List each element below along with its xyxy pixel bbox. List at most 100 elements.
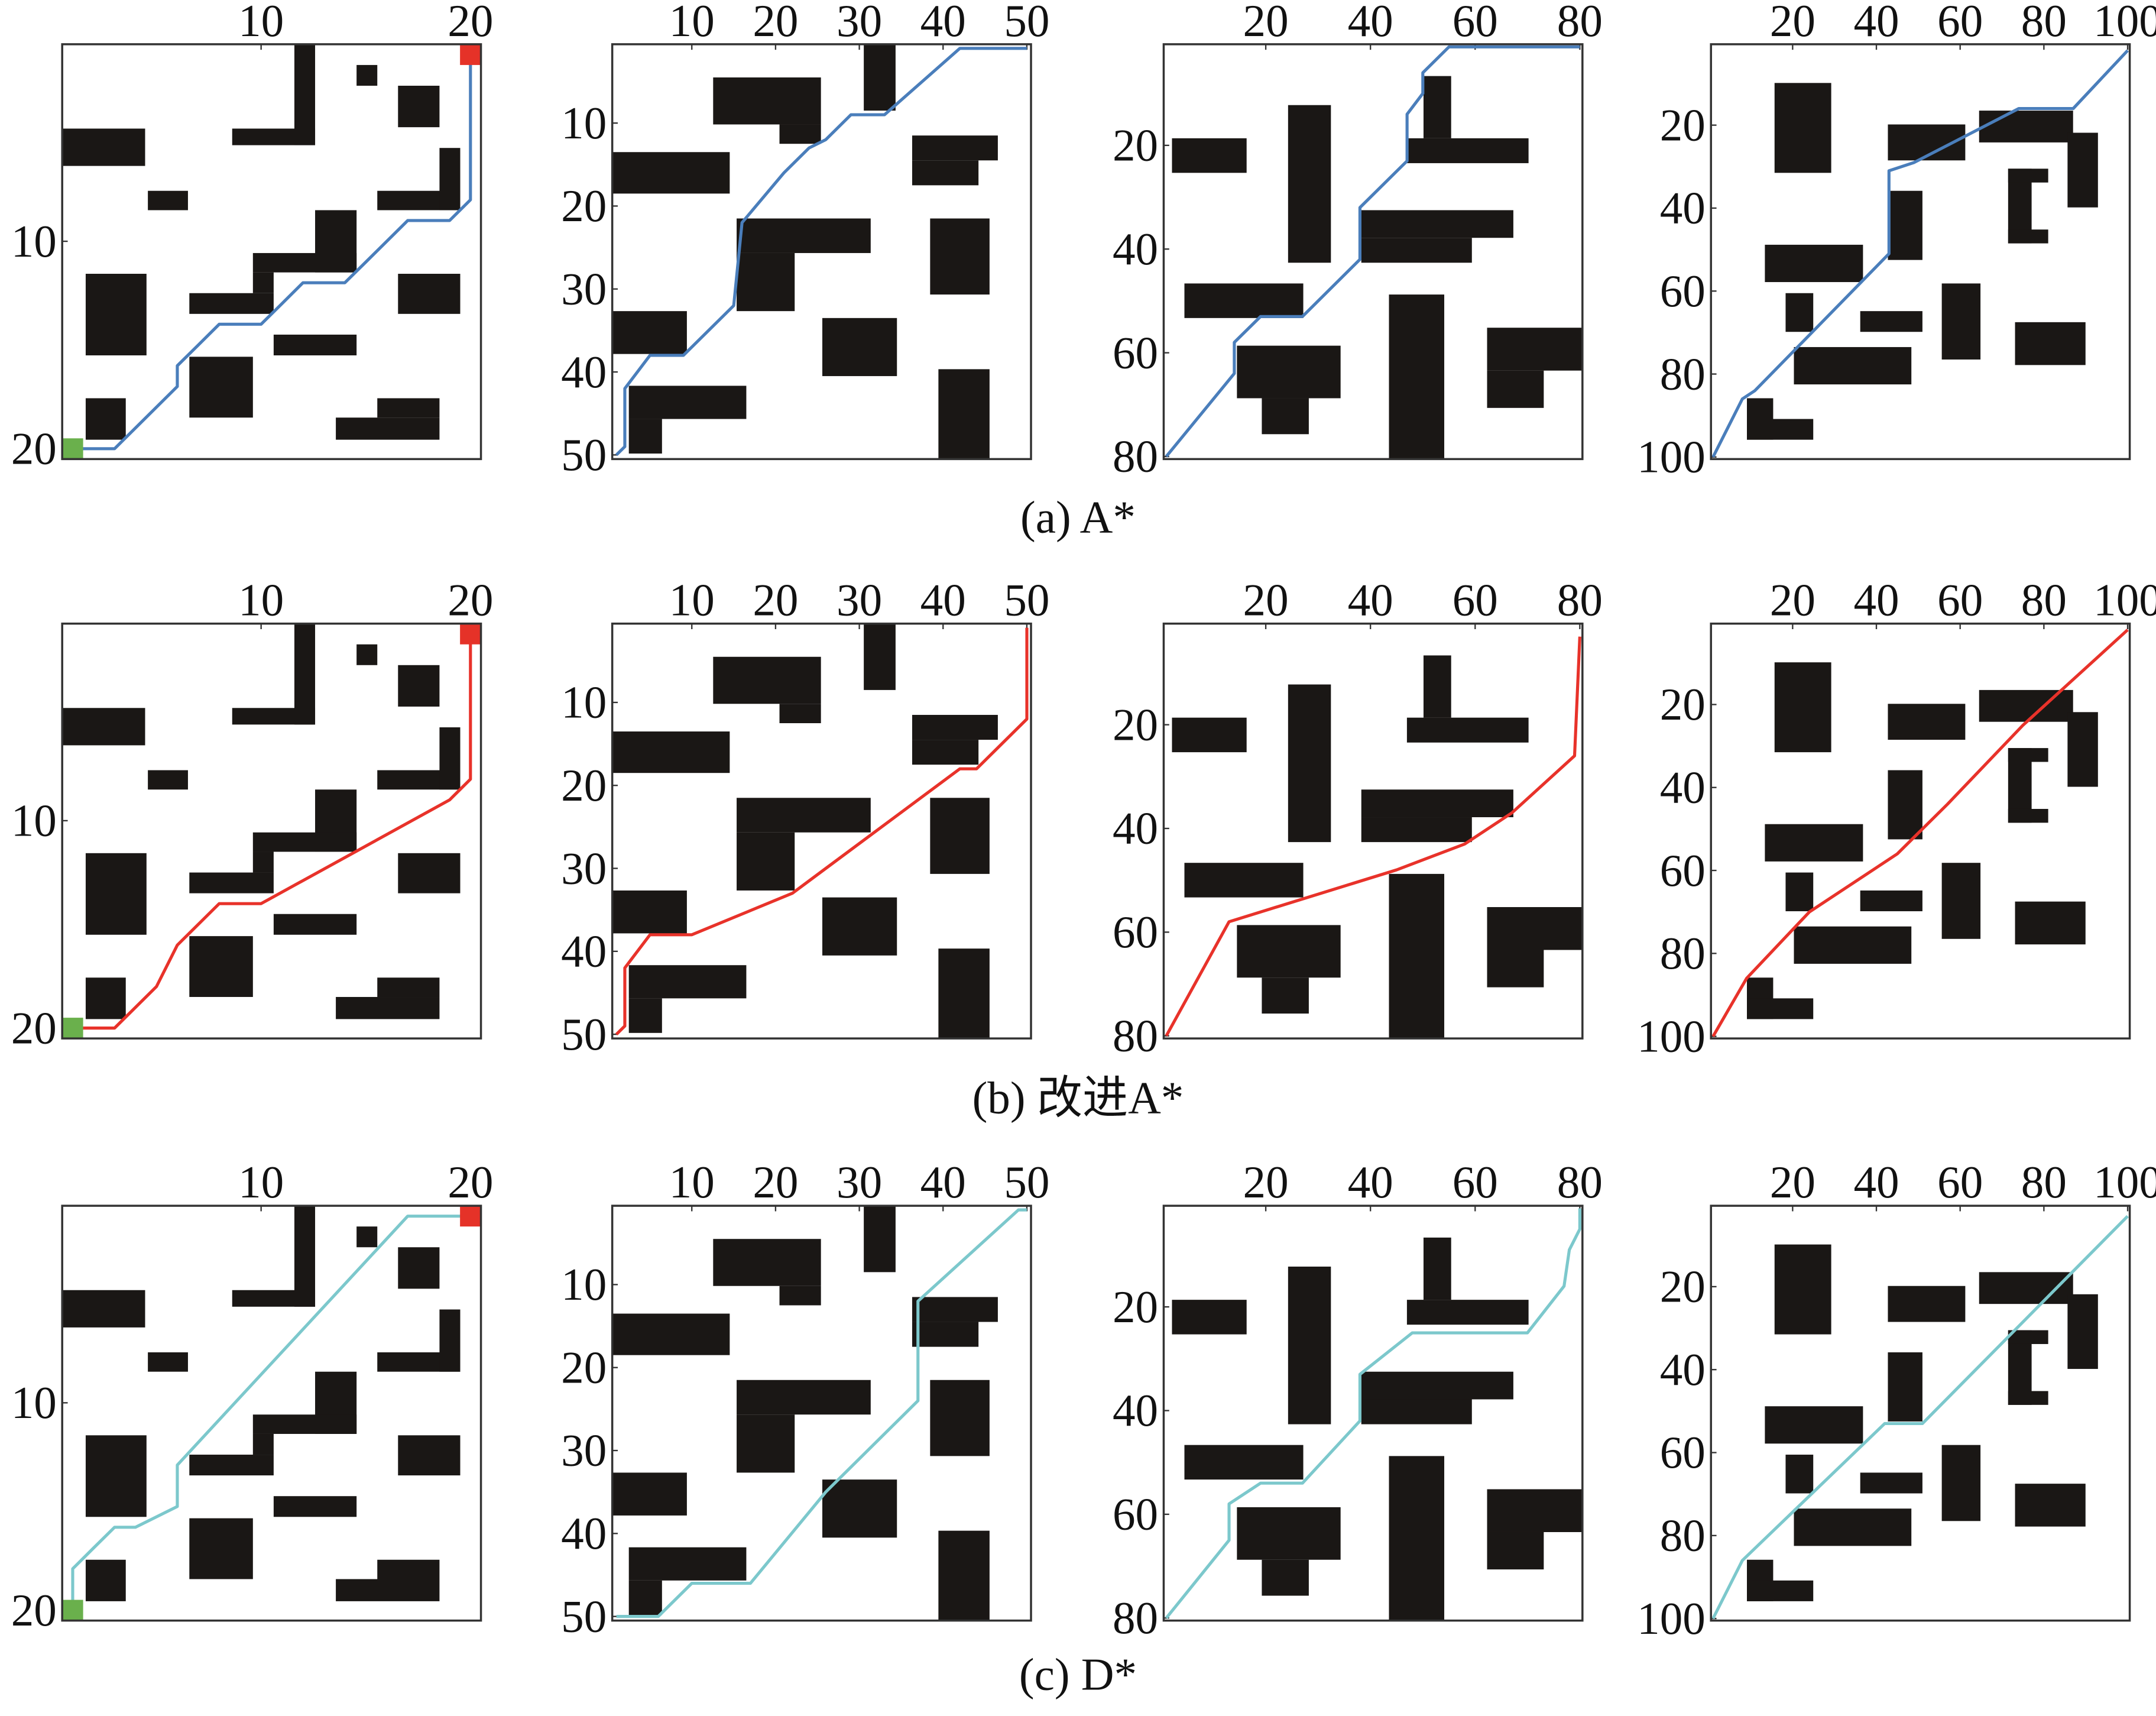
y-tick-label: 50 [561, 429, 607, 480]
x-tick-label: 60 [1937, 0, 1983, 46]
x-tick-label: 20 [1770, 0, 1815, 46]
x-tick-label: 60 [1937, 1157, 1983, 1207]
path-line [615, 47, 1027, 456]
x-tick-label: 20 [753, 1157, 798, 1207]
x-tick-label: 40 [920, 1157, 966, 1207]
x-tick-label: 40 [920, 575, 966, 626]
path-line [72, 634, 472, 1030]
panel-frame [1162, 1205, 1584, 1622]
y-tick-label: 80 [1113, 431, 1158, 482]
x-tick-label: 60 [1453, 575, 1498, 626]
x-tick-label: 20 [448, 0, 493, 46]
x-tick-label: 40 [1348, 1157, 1393, 1207]
y-tick-label: 80 [1113, 1592, 1158, 1643]
x-tick-label: 60 [1453, 0, 1498, 46]
y-tick-label: 20 [561, 760, 607, 811]
y-tick-label: 20 [1660, 99, 1706, 150]
x-tick-label: 40 [1348, 0, 1393, 46]
y-tick-label: 20 [11, 1585, 57, 1636]
y-tick-label: 60 [1660, 266, 1706, 316]
path-line [1711, 1215, 2129, 1620]
x-tick-label: 100 [2093, 575, 2156, 626]
goal-marker [460, 1206, 481, 1227]
y-tick-label: 80 [1113, 1010, 1158, 1061]
x-tick-label: 80 [2021, 1157, 2067, 1207]
y-tick-label: 100 [1637, 1011, 1706, 1061]
panel-frame [61, 43, 482, 461]
x-tick-label: 10 [669, 575, 715, 626]
x-tick-label: 20 [448, 575, 493, 626]
y-tick-label: 20 [11, 1002, 57, 1053]
panel-frame [1162, 622, 1584, 1040]
path-line [1165, 636, 1581, 1037]
x-tick-label: 40 [1853, 1157, 1899, 1207]
y-tick-label: 30 [561, 843, 607, 893]
x-tick-label: 30 [837, 1157, 882, 1207]
path-line [71, 1215, 471, 1611]
x-tick-label: 100 [2093, 1157, 2156, 1207]
y-tick-label: 10 [561, 98, 607, 148]
y-tick-label: 100 [1637, 432, 1706, 483]
x-tick-label: 50 [1004, 0, 1049, 46]
path-line [1165, 45, 1580, 458]
start-marker [62, 1018, 83, 1039]
path-line [1165, 1208, 1581, 1619]
y-tick-label: 20 [1660, 679, 1706, 730]
y-tick-label: 40 [1660, 1344, 1706, 1395]
x-tick-label: 40 [1853, 0, 1899, 46]
y-tick-label: 80 [1660, 1510, 1706, 1561]
x-tick-label: 60 [1453, 1157, 1498, 1207]
y-tick-label: 60 [1660, 1427, 1706, 1478]
x-tick-label: 100 [2093, 0, 2156, 46]
y-tick-label: 40 [1113, 224, 1158, 274]
panel-frame [61, 1205, 482, 1622]
panel-frame [1710, 43, 2131, 461]
y-tick-label: 40 [1660, 762, 1706, 812]
y-tick-label: 20 [1113, 699, 1158, 750]
y-tick-label: 10 [11, 1377, 57, 1428]
x-tick-label: 80 [2021, 575, 2067, 626]
x-tick-label: 40 [1348, 575, 1393, 626]
goal-marker [460, 623, 481, 645]
y-tick-label: 50 [561, 1009, 607, 1060]
y-tick-label: 20 [11, 423, 57, 474]
y-tick-label: 60 [1113, 1489, 1158, 1540]
y-tick-label: 40 [561, 926, 607, 977]
path-line [616, 1208, 1027, 1618]
panel-frame [611, 1205, 1032, 1622]
y-tick-label: 40 [1113, 1385, 1158, 1436]
x-tick-label: 60 [1937, 575, 1983, 626]
x-tick-label: 20 [1243, 0, 1289, 46]
start-marker [62, 1600, 83, 1621]
x-tick-label: 10 [669, 0, 715, 46]
x-tick-label: 20 [753, 575, 798, 626]
y-tick-label: 20 [1113, 120, 1158, 171]
y-tick-label: 20 [561, 1342, 607, 1393]
start-marker [62, 438, 83, 459]
path-line [1711, 49, 2129, 458]
x-tick-label: 20 [753, 0, 798, 46]
x-tick-label: 20 [1770, 575, 1815, 626]
x-tick-label: 10 [238, 575, 284, 626]
caption: (c) D* [1019, 1649, 1137, 1700]
x-tick-label: 40 [1853, 575, 1899, 626]
y-tick-label: 10 [561, 677, 607, 728]
path-line [615, 627, 1029, 1035]
y-tick-label: 60 [1113, 906, 1158, 957]
goal-marker [460, 44, 481, 65]
y-tick-label: 10 [561, 1259, 607, 1310]
y-tick-label: 20 [1113, 1281, 1158, 1332]
panel-frame [1710, 622, 2131, 1040]
x-tick-label: 80 [1557, 575, 1603, 626]
y-tick-label: 80 [1660, 928, 1706, 979]
panel-frame [1162, 43, 1584, 461]
y-tick-label: 80 [1660, 348, 1706, 399]
x-tick-label: 50 [1004, 1157, 1049, 1207]
y-tick-label: 30 [561, 263, 607, 314]
caption: (a) A* [1020, 491, 1136, 542]
caption: (b) 改进A* [972, 1072, 1184, 1123]
x-tick-label: 80 [1557, 0, 1603, 46]
y-tick-label: 40 [1113, 803, 1158, 854]
